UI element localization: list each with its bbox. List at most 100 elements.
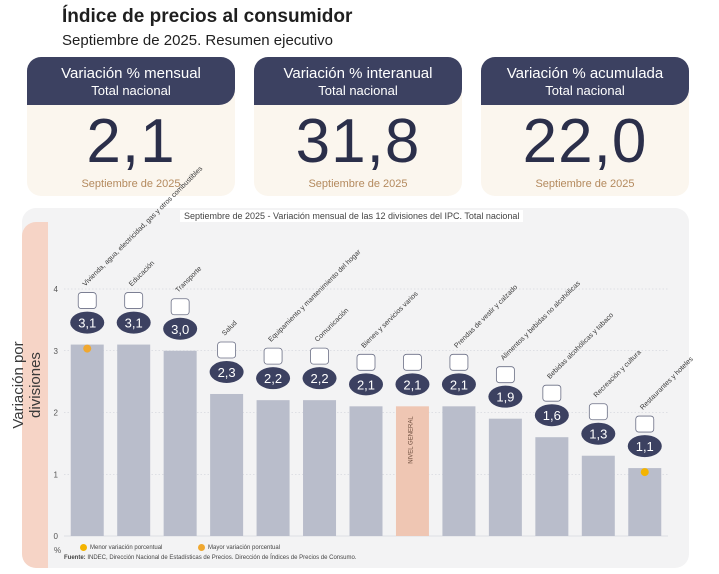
value-badge	[256, 367, 291, 390]
bar	[488, 418, 522, 536]
source-label: Fuente:	[64, 555, 86, 561]
kpi-date: Septiembre de 2025	[81, 178, 181, 190]
value-label: 2,2	[310, 371, 328, 386]
value-label: 1,9	[496, 390, 514, 405]
bar	[581, 455, 615, 536]
y-tick-label: 2	[54, 409, 59, 418]
value-badge	[488, 385, 523, 408]
page-title: Índice de precios al consumidor	[62, 6, 353, 27]
kpi-date: Septiembre de 2025	[535, 178, 635, 190]
legend-max-dot	[198, 544, 205, 551]
value-label: 3,1	[125, 316, 143, 331]
value-badge	[627, 435, 662, 458]
value-badge	[163, 317, 198, 340]
bar	[210, 393, 244, 536]
source-text: INDEC, Dirección Nacional de Estadística…	[87, 555, 357, 561]
category-icon	[170, 298, 190, 316]
category-icon	[449, 353, 469, 371]
source-note: Fuente: INDEC, Dirección Nacional de Est…	[64, 555, 356, 561]
bar	[163, 350, 197, 536]
category-icon	[542, 384, 562, 402]
max-marker	[83, 344, 92, 353]
category-icon	[356, 353, 376, 371]
category-icon	[588, 403, 608, 421]
value-label: 3,1	[78, 316, 96, 331]
value-label: 2,1	[403, 377, 421, 392]
category-label: Educación	[128, 260, 156, 288]
kpi-label: Variación % mensual	[61, 65, 201, 82]
kpi-date: Septiembre de 2025	[308, 178, 408, 190]
bar	[395, 406, 429, 536]
value-badge	[534, 404, 569, 427]
value-badge	[581, 422, 616, 445]
legend-min-dot	[80, 544, 87, 551]
y-tick-label: 3	[54, 347, 59, 356]
kpi-scope: Total nacional	[318, 83, 398, 98]
value-label: 2,2	[264, 371, 282, 386]
value-label: 1,3	[589, 427, 607, 442]
bar	[628, 468, 662, 536]
value-badge	[349, 373, 383, 396]
value-label: 1,1	[636, 439, 654, 454]
value-badge	[209, 360, 244, 383]
kpi-label: Variación % interanual	[283, 65, 433, 82]
category-icon	[217, 341, 237, 359]
category-label: Restaurantes y hoteles	[639, 356, 695, 412]
category-label: Transporte	[175, 265, 204, 294]
page-subtitle: Septiembre de 2025. Resumen ejecutivo	[62, 32, 333, 49]
kpi-header: Variación % mensual Total nacional	[27, 57, 235, 105]
value-badge	[70, 311, 105, 334]
bar	[117, 344, 151, 536]
category-label: Equipamiento y mantenimiento del hogar	[268, 248, 363, 343]
category-icon	[635, 415, 655, 433]
general-index-label: NIVEL GENERAL	[408, 416, 414, 464]
value-badge	[441, 373, 476, 396]
value-badge	[302, 367, 337, 390]
value-label: 2,1	[357, 377, 375, 392]
category-icon	[403, 353, 422, 371]
legend-max-label: Mayor variación porcentual	[208, 545, 281, 552]
kpi-scope: Total nacional	[545, 83, 625, 98]
kpi-header: Variación % acumulada Total nacional	[481, 57, 689, 105]
kpi-value: 31,8	[295, 107, 421, 176]
value-badge	[116, 311, 151, 334]
value-label: 2,1	[450, 377, 468, 392]
value-label: 3,0	[171, 322, 189, 337]
bar	[256, 400, 290, 536]
category-label: Prendas de vestir y calzado	[453, 284, 519, 350]
kpi-value: 2,1	[86, 107, 176, 176]
category-icon	[495, 366, 515, 384]
kpi-scope: Total nacional	[91, 83, 171, 98]
category-icon	[124, 292, 144, 309]
kpi-card-mensual: Variación % mensual Total nacional 2,1 S…	[27, 57, 235, 196]
category-icon	[263, 347, 283, 365]
kpi-value: 22,0	[522, 107, 648, 176]
legend-max: Mayor variación porcentual	[198, 544, 280, 551]
category-label: Recreación y cultura	[593, 349, 643, 399]
legend-min: Menor variación porcentual	[80, 544, 162, 551]
kpi-label: Variación % acumulada	[506, 65, 664, 82]
kpi-card-acumulada: Variación % acumulada Total nacional 22,…	[481, 57, 689, 196]
category-label: Bebidas alcohólicas y tabaco	[546, 312, 615, 381]
y-unit-label: %	[54, 546, 61, 555]
value-label: 1,6	[543, 408, 561, 423]
y-tick-label: 4	[54, 285, 59, 294]
bar	[535, 437, 569, 536]
chart-title: Septiembre de 2025 - Variación mensual d…	[180, 210, 524, 222]
bar	[70, 344, 104, 536]
y-tick-label: 0	[54, 532, 59, 541]
kpi-card-interanual: Variación % interanual Total nacional 31…	[254, 57, 462, 196]
category-label: Bienes y servicios varios	[360, 290, 419, 349]
min-marker	[640, 468, 649, 477]
kpi-header: Variación % interanual Total nacional	[254, 57, 462, 105]
bar	[442, 406, 476, 536]
category-icon	[77, 292, 97, 309]
y-axis-band	[22, 222, 48, 568]
value-badge	[395, 373, 430, 396]
bar	[303, 400, 337, 536]
value-label: 2,3	[218, 365, 236, 380]
bar	[349, 406, 383, 536]
category-icon	[310, 347, 329, 365]
y-tick-label: 1	[54, 470, 59, 479]
